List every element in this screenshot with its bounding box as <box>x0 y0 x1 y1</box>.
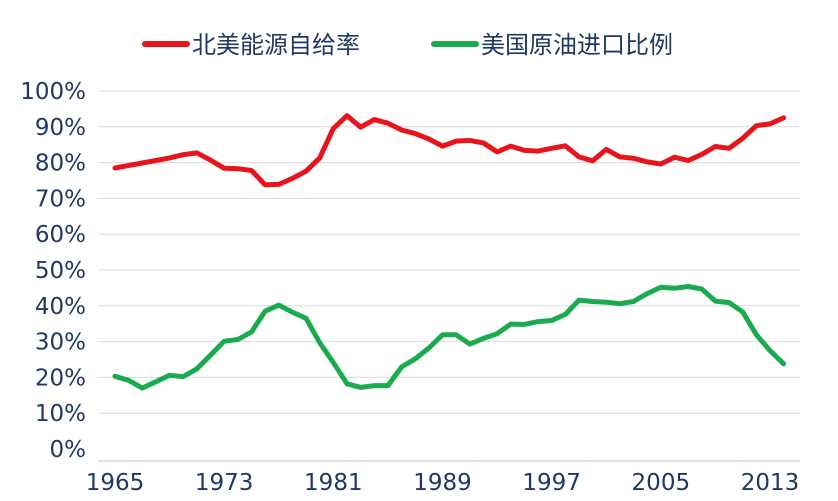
legend: 北美能源自给率 美国原油进口比例 <box>142 31 673 59</box>
x-tick-label: 1965 <box>86 470 145 496</box>
x-tick-label: 2005 <box>632 470 691 496</box>
y-axis-tick-labels: 0% 10% 20% 30% 40% 50% 60% 70% 80% 90% 100% <box>20 79 86 463</box>
y-tick-label: 40% <box>35 294 86 320</box>
x-tick-label: 1997 <box>522 470 581 496</box>
legend-label: 北美能源自给率 <box>192 31 360 59</box>
x-tick-label: 1981 <box>304 470 363 496</box>
y-tick-label: 0% <box>50 437 87 463</box>
y-tick-label: 70% <box>35 186 86 212</box>
y-tick-label: 100% <box>20 79 86 105</box>
y-tick-label: 30% <box>35 330 86 356</box>
x-tick-label: 1973 <box>195 470 254 496</box>
y-tick-label: 50% <box>35 258 86 284</box>
series-line-1 <box>112 113 787 188</box>
y-tick-label: 80% <box>35 151 86 177</box>
x-axis-tick-labels: 1965 1973 1981 1989 1997 2005 2013 <box>86 470 800 496</box>
y-tick-label: 10% <box>35 401 86 427</box>
y-tick-label: 20% <box>35 365 86 391</box>
x-tick-label: 1989 <box>413 470 472 496</box>
series-line-2 <box>112 284 787 391</box>
x-tick-label: 2013 <box>741 470 800 496</box>
y-tick-label: 60% <box>35 222 86 248</box>
y-tick-label: 90% <box>35 115 86 141</box>
gridlines <box>98 90 800 462</box>
series-lines <box>112 113 787 391</box>
legend-label: 美国原油进口比例 <box>481 31 673 59</box>
